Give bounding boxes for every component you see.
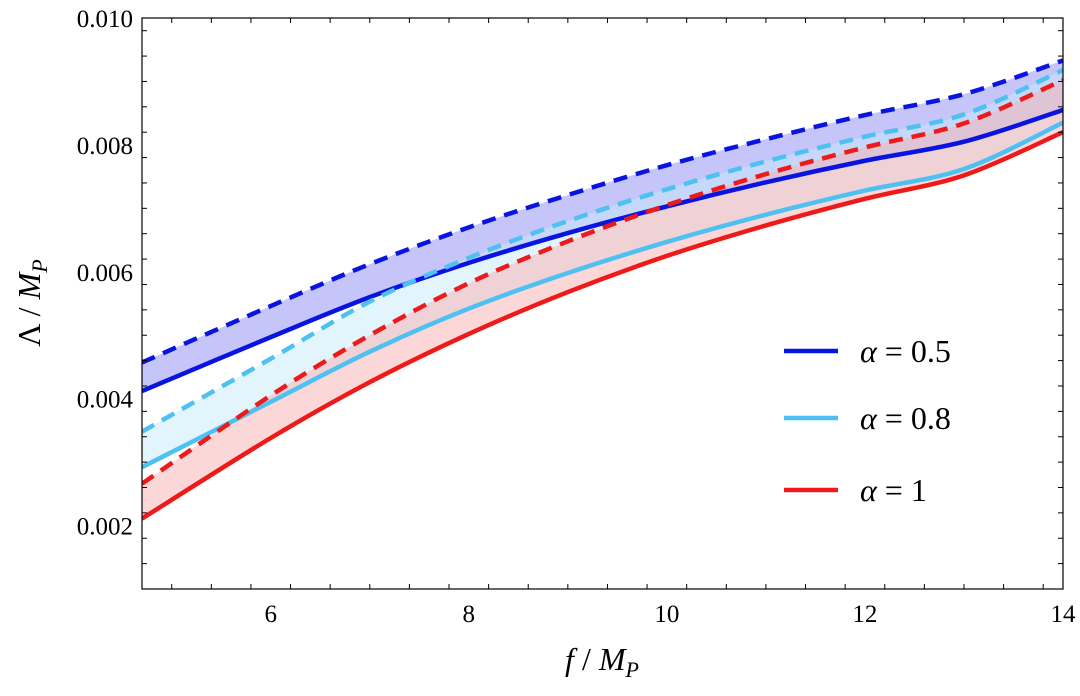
solid-line-2 [142, 130, 1063, 521]
solid-line-1 [142, 120, 1063, 470]
y-tick-label: 0.010 [77, 6, 133, 33]
x-tick-label: 6 [264, 601, 277, 628]
x-tick-label: 8 [463, 601, 476, 628]
axis-ticks [142, 18, 1063, 590]
series-lines [142, 58, 1063, 521]
x-tick-label: 12 [852, 601, 877, 628]
dashed-line-0 [142, 58, 1063, 365]
plot-frame [141, 17, 1064, 590]
x-tick-label: 14 [1051, 601, 1077, 628]
dashed-line-2 [142, 78, 1063, 486]
y-tick-label: 0.002 [77, 514, 133, 541]
x-axis-unit-sub: P [624, 657, 638, 682]
y-axis-unit: M [11, 270, 47, 300]
y-axis-label: Λ / MP [11, 259, 52, 346]
legend-label-0: α = 0.5 [860, 333, 951, 369]
confidence-bands [142, 60, 1063, 519]
band-fill-0 [142, 60, 1063, 392]
y-tick-label: 0.004 [77, 387, 134, 414]
y-axis-unit-sub: P [27, 259, 52, 273]
x-axis-unit: M [598, 641, 628, 677]
y-tick-label: 0.008 [77, 133, 133, 160]
y-tick-label: 0.006 [77, 260, 133, 287]
legend-label-2: α = 1 [860, 472, 927, 508]
x-tick-label: 10 [654, 601, 679, 628]
tick-labels: 6 8 10 12 14 0.002 0.004 0.006 0.008 0.010 [77, 6, 1076, 628]
x-axis-label: f / MP [565, 641, 639, 682]
legend-label-1: α = 0.8 [860, 400, 951, 436]
y-axis-var: Λ [11, 324, 47, 347]
band-fill-2 [142, 80, 1063, 519]
legend: α = 0.5 α = 0.8 α = 1 [784, 333, 951, 508]
solid-line-0 [142, 107, 1063, 394]
dashed-line-1 [142, 67, 1063, 434]
